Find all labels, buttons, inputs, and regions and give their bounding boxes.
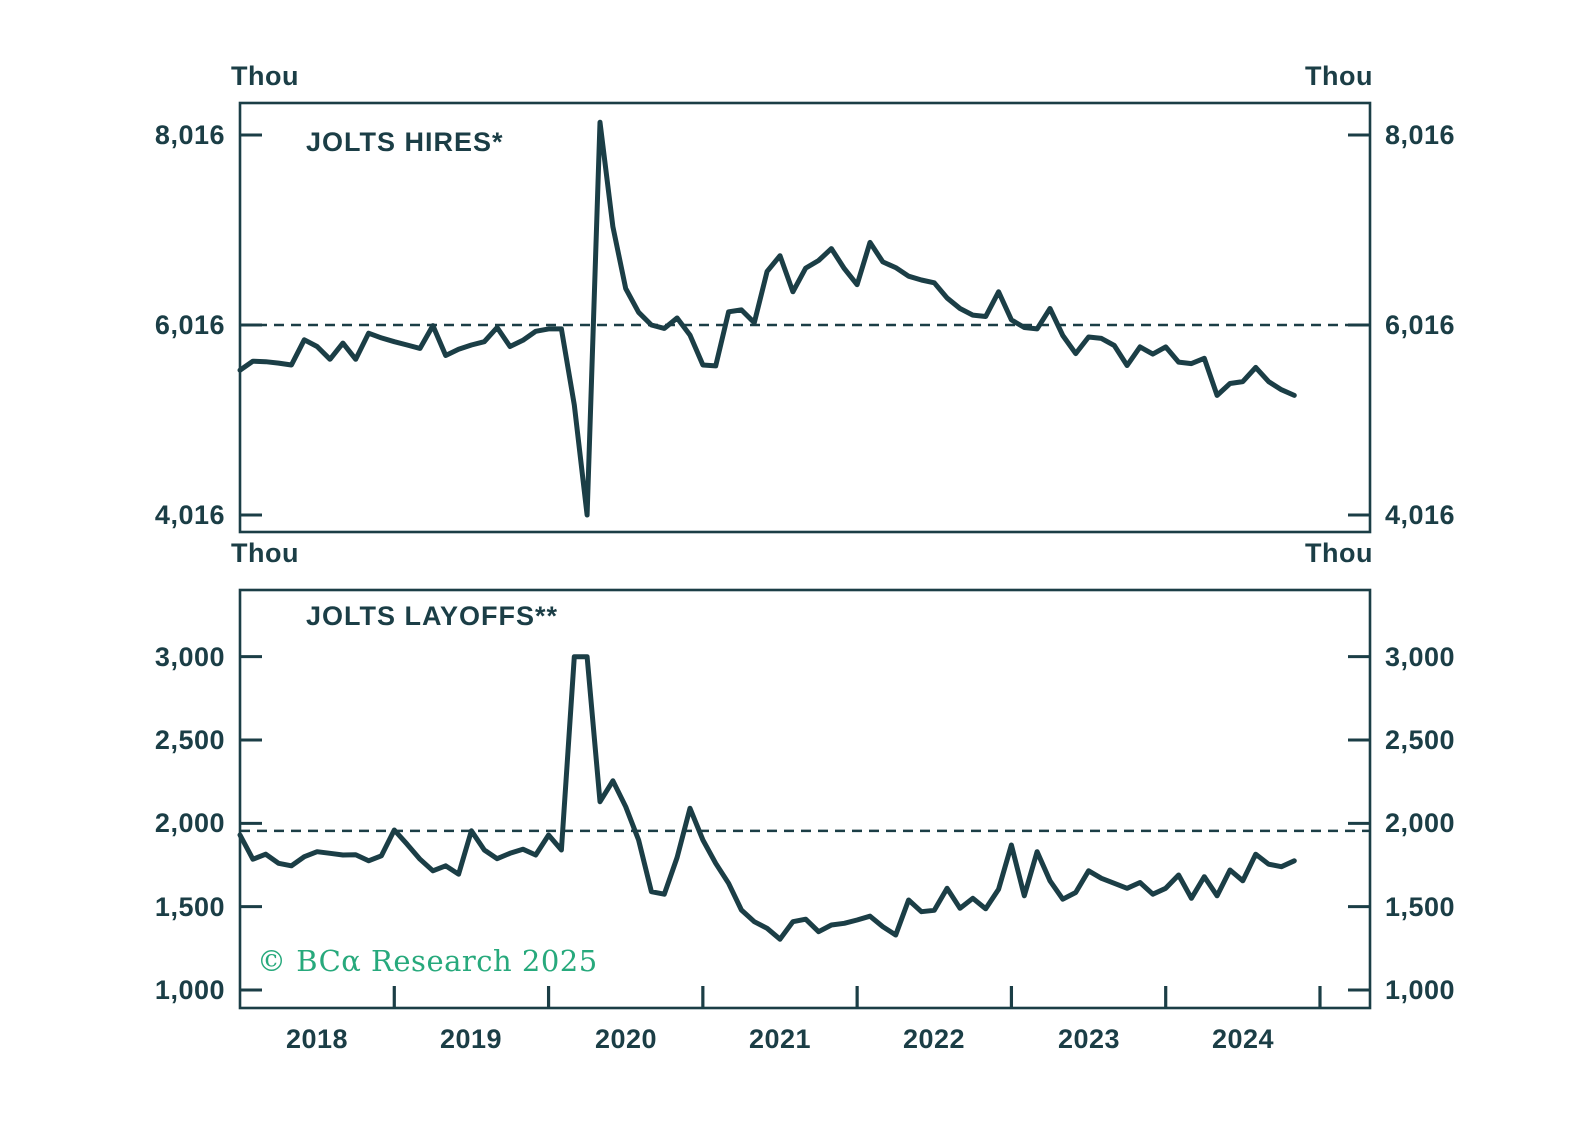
hires-chart-title: JOLTS HIRES* — [306, 127, 504, 157]
unit-label-top-left: Thou — [231, 61, 299, 91]
x-year-label: 2024 — [1211, 1024, 1275, 1054]
x-year-label: 2019 — [439, 1024, 503, 1054]
y-tick-label: 2,500 — [1385, 725, 1456, 755]
y-tick-label: 8,016 — [154, 120, 225, 150]
unit-label-bottom-right: Thou — [1305, 538, 1373, 568]
hires-data-line — [237, 119, 1297, 518]
x-year-label: 2020 — [594, 1024, 658, 1054]
y-tick-label: 2,000 — [1385, 808, 1456, 838]
y-tick-label: 1,500 — [154, 892, 225, 922]
y-tick-label: 1,500 — [1385, 892, 1456, 922]
x-year-label: 2022 — [902, 1024, 966, 1054]
y-tick-label: 3,000 — [1385, 642, 1456, 672]
y-tick-label: 8,016 — [1385, 120, 1456, 150]
x-year-label: 2023 — [1057, 1024, 1121, 1054]
unit-label-top-right: Thou — [1305, 61, 1373, 91]
y-tick-label: 4,016 — [1385, 500, 1456, 530]
x-year-label: 2021 — [748, 1024, 812, 1054]
layoffs-data-line — [237, 654, 1297, 942]
layoffs-chart-title: JOLTS LAYOFFS** — [306, 601, 559, 631]
y-tick-label: 2,500 — [154, 725, 225, 755]
y-tick-label: 6,016 — [1385, 310, 1456, 340]
unit-label-bottom-left: Thou — [231, 538, 299, 568]
chart-border — [238, 101, 1372, 534]
bca-research-watermark: © BCα Research 2025 — [257, 944, 598, 978]
x-year-label: 2018 — [285, 1024, 349, 1054]
y-tick-label: 2,000 — [154, 808, 225, 838]
y-tick-label: 1,000 — [1385, 975, 1456, 1005]
y-tick-label: 6,016 — [154, 310, 225, 340]
chart-border — [238, 588, 1372, 1010]
y-tick-label: 1,000 — [154, 975, 225, 1005]
y-tick-label: 3,000 — [154, 642, 225, 672]
y-tick-label: 4,016 — [154, 500, 225, 530]
